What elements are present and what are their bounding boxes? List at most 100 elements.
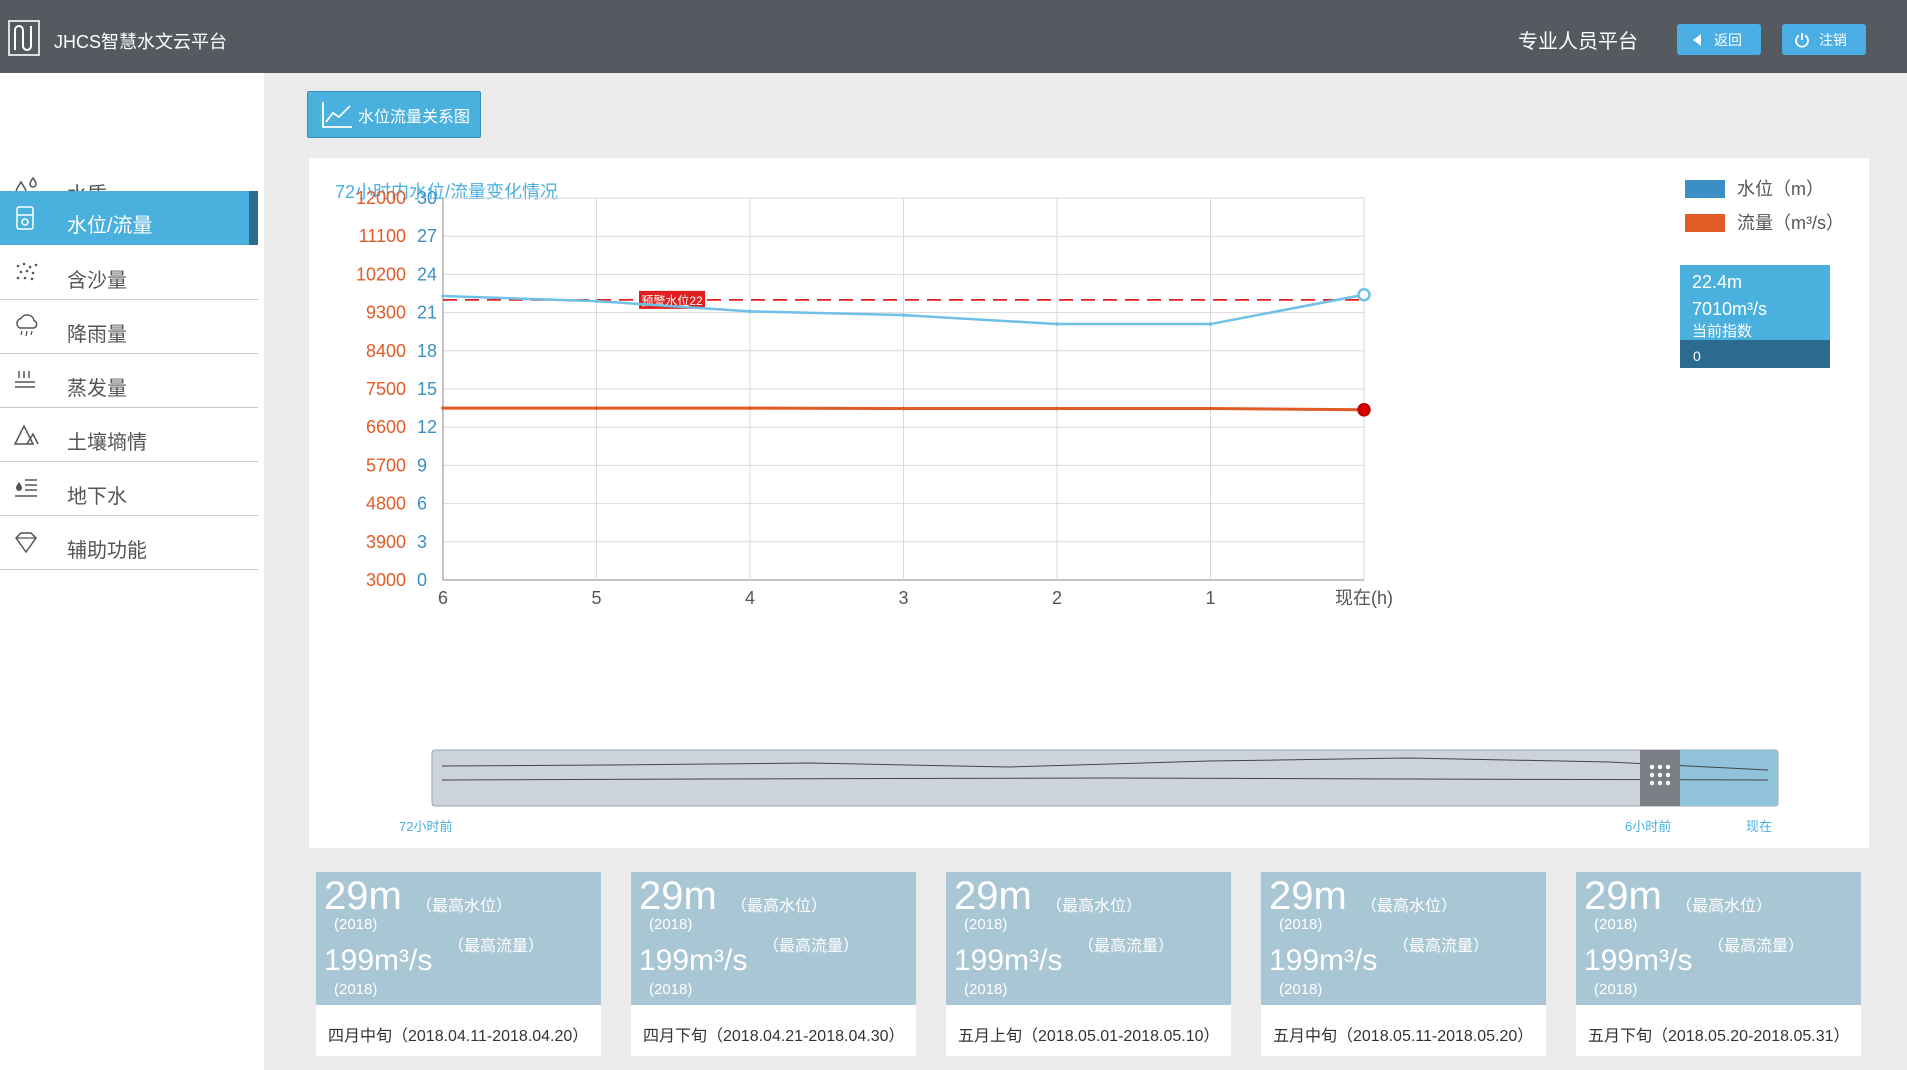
legend-label: 流量（m³/s） — [1737, 213, 1844, 233]
top-header: JHCS智慧水文云平台 专业人员平台 返回 注销 — [0, 0, 1907, 73]
sidebar-item-water-level-flow[interactable]: 水位/流量 — [0, 191, 258, 245]
max-level-value: 29m — [324, 874, 402, 918]
max-flow-tag: （最高流量） — [448, 938, 545, 955]
range-label-end: 现在 — [1746, 819, 1772, 834]
card-period: 五月中旬（2018.05.11-2018.05.20） — [1273, 1028, 1534, 1045]
card-stats: 29m （最高水位） (2018) （最高流量） 199m³/s (2018) — [946, 872, 1231, 1005]
flow-point — [1357, 403, 1371, 417]
summary-card[interactable]: 29m （最高水位） (2018) （最高流量） 199m³/s (2018) … — [631, 872, 916, 1056]
diamond-icon — [15, 532, 37, 554]
y-left-tick-label: 12000 — [356, 188, 406, 208]
gauge-icon — [16, 206, 34, 230]
summary-card[interactable]: 29m （最高水位） (2018) （最高流量） 199m³/s (2018) … — [946, 872, 1231, 1056]
max-level-value: 29m — [1269, 874, 1347, 918]
y-left-tick-label: 3900 — [366, 532, 406, 552]
sidebar-item-evaporation[interactable]: 蒸发量 — [0, 354, 258, 408]
water-level-point — [594, 299, 599, 303]
chart-tooltip: 22.4m 7010m³/s 当前指数 0 — [1680, 265, 1830, 368]
card-period: 五月上旬（2018.05.01-2018.05.10） — [958, 1028, 1220, 1045]
back-button[interactable]: 返回 — [1677, 24, 1761, 55]
y-left-tick-label: 8400 — [366, 341, 406, 361]
relation-chart-tab[interactable]: 水位流量关系图 — [307, 91, 481, 138]
flow-point — [594, 406, 599, 410]
max-level-value: 29m — [639, 874, 717, 918]
max-flow-tag: （最高流量） — [1708, 938, 1805, 955]
max-flow-year: (2018) — [964, 981, 1008, 998]
sidebar-item-label: 地下水 — [67, 486, 127, 508]
y-right-tick-label: 3 — [417, 532, 427, 552]
chart-legend: 水位（m） 流量（m³/s） — [1685, 179, 1844, 233]
sidebar-item-auxiliary[interactable]: 辅助功能 — [0, 516, 258, 570]
sidebar-item-sediment[interactable]: 含沙量 — [0, 246, 258, 300]
y-right-tick-label: 6 — [417, 494, 427, 514]
summary-card[interactable]: 29m （最高水位） (2018) （最高流量） 199m³/s (2018) … — [1576, 872, 1861, 1056]
water-level-point — [1055, 322, 1059, 326]
tooltip-flow: 7010m³/s — [1692, 299, 1767, 319]
chart-title: 72小时内水位/流量变化情况 — [335, 182, 558, 202]
logout-button[interactable]: 注销 — [1782, 24, 1866, 55]
water-level-point — [901, 313, 906, 317]
max-flow-value: 199m³/s — [1584, 944, 1693, 977]
rain-cloud-icon — [16, 314, 38, 337]
x-tick-label: 6 — [438, 588, 448, 608]
card-stats: 29m （最高水位） (2018) （最高流量） 199m³/s (2018) — [631, 872, 916, 1005]
y-right-tick-label: 21 — [417, 303, 437, 323]
chart-panel: 72小时内水位/流量变化情况 12000 30 11100 27 10200 24 9 300… — [309, 158, 1869, 848]
max-flow-year: (2018) — [334, 981, 378, 998]
flow-point — [748, 406, 752, 410]
sidebar-item-label: 蒸发量 — [67, 378, 127, 400]
evaporation-icon — [15, 371, 35, 388]
max-flow-value: 199m³/s — [639, 944, 748, 977]
soil-icon — [13, 424, 39, 445]
max-flow-year: (2018) — [1594, 981, 1638, 998]
sidebar-item-groundwater[interactable]: 地下水 — [0, 462, 258, 516]
sand-icon — [16, 262, 38, 281]
max-level-year: (2018) — [649, 916, 693, 933]
sidebar-item-rainfall[interactable]: 降雨量 — [0, 300, 258, 354]
y-left-tick-label: 3000 — [366, 570, 406, 590]
water-level-point — [1357, 288, 1371, 302]
flow-point — [441, 406, 445, 410]
y-left-tick-label: 6600 — [366, 417, 406, 437]
max-flow-year: (2018) — [1279, 981, 1323, 998]
tooltip-footer — [1680, 340, 1830, 368]
line-chart-icon — [322, 101, 352, 128]
y-left-tick-label: 10200 — [356, 264, 406, 284]
sidebar-item-label: 降雨量 — [67, 324, 127, 346]
summary-card[interactable]: 29m （最高水位） (2018) （最高流量） 199m³/s (2018) … — [1261, 872, 1546, 1056]
y-right-tick-label: 15 — [417, 379, 437, 399]
legend-item-flow[interactable]: 流量（m³/s） — [1685, 213, 1844, 233]
max-level-year: (2018) — [334, 916, 378, 933]
y-right-tick-label: 18 — [417, 341, 437, 361]
flow-point — [1208, 406, 1213, 411]
platform-label: 专业人员平台 — [1518, 31, 1638, 53]
card-stats: 29m （最高水位） (2018) （最高流量） 199m³/s (2018) — [1576, 872, 1861, 1005]
legend-swatch — [1685, 214, 1725, 232]
app-title: JHCS智慧水文云平台 — [54, 32, 228, 52]
max-flow-value: 199m³/s — [324, 944, 433, 977]
legend-item-water-level[interactable]: 水位（m） — [1685, 179, 1824, 199]
y-right-tick-label: 30 — [417, 188, 437, 208]
range-slider[interactable]: 72小时前 6小时前 现在 — [399, 749, 1779, 834]
y-left-tick-label: 4800 — [366, 494, 406, 514]
card-stats: 29m （最高水位） (2018) （最高流量） 199m³/s (2018) — [316, 872, 601, 1005]
max-level-year: (2018) — [964, 916, 1008, 933]
tooltip-caption: 当前指数 — [1692, 323, 1752, 340]
slider-handle[interactable] — [1640, 750, 1680, 806]
sidebar: 水质 水位/流量 含沙量 降雨量 蒸发量 土壤墒情 地下水 辅助功能 — [0, 73, 264, 1070]
card-period: 五月下旬（2018.05.20-2018.05.31） — [1588, 1028, 1850, 1045]
y-left-tick-label: 11100 — [359, 226, 406, 246]
tooltip-body — [1680, 265, 1830, 340]
y-right-tick-label: 24 — [417, 264, 437, 284]
max-level-tag: （最高水位） — [1676, 898, 1773, 915]
y-right-tick-label: 9 — [417, 455, 427, 475]
sidebar-item-label: 水位/流量 — [67, 215, 153, 237]
y-right-tick-label: 27 — [417, 226, 437, 246]
summary-card[interactable]: 29m （最高水位） (2018) （最高流量） 199m³/s (2018) … — [316, 872, 601, 1056]
sidebar-item-soil-moisture[interactable]: 土壤墒情 — [0, 408, 258, 462]
x-tick-label: 1 — [1205, 588, 1215, 608]
max-flow-tag: （最高流量） — [763, 938, 860, 955]
grip-icon — [1649, 764, 1671, 786]
slider-preview-flow — [441, 777, 1769, 781]
